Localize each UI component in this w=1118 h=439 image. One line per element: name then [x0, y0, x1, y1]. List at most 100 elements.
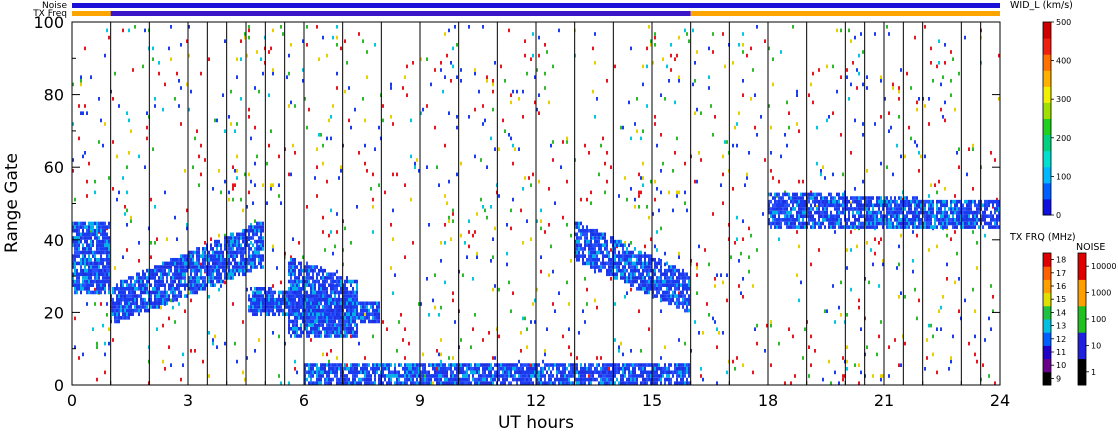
- band-cell: [312, 283, 314, 287]
- echo-cell: [102, 323, 104, 328]
- txfreq-segment: [110, 11, 691, 16]
- band-cell: [228, 236, 230, 240]
- band-cell: [800, 192, 802, 197]
- band-cell: [780, 196, 782, 200]
- band-cell: [250, 254, 252, 258]
- echo-cell: [862, 179, 864, 184]
- band-cell: [970, 199, 972, 204]
- band-cell: [594, 254, 596, 258]
- band-cell: [310, 366, 312, 371]
- echo-cell: [220, 284, 222, 288]
- band-cell: [124, 301, 126, 306]
- band-cell: [72, 225, 74, 229]
- band-cell: [332, 323, 334, 327]
- band-cell: [232, 250, 234, 255]
- band-cell: [636, 257, 638, 262]
- band-cell: [674, 301, 676, 306]
- band-cell: [332, 330, 334, 335]
- band-cell: [774, 221, 776, 226]
- band-cell: [254, 239, 256, 244]
- band-cell: [112, 312, 114, 317]
- band-cell: [300, 297, 302, 302]
- echo-cell: [202, 359, 204, 364]
- band-cell: [610, 272, 612, 277]
- band-cell: [616, 243, 618, 248]
- band-cell: [146, 308, 148, 313]
- band-cell: [244, 243, 246, 248]
- band-cell: [630, 265, 632, 269]
- band-cell: [322, 326, 324, 331]
- band-cell: [106, 225, 108, 229]
- band-cell: [184, 272, 186, 277]
- echo-cell: [714, 115, 716, 119]
- echo-cell: [722, 154, 724, 159]
- band-cell: [190, 283, 192, 287]
- band-cell: [92, 283, 94, 287]
- echo-cell: [214, 334, 216, 339]
- band-cell: [102, 261, 104, 266]
- echo-cell: [670, 53, 672, 58]
- echo-cell: [314, 176, 316, 180]
- band-cell: [278, 301, 280, 306]
- band-cell: [628, 276, 630, 280]
- band-cell: [142, 301, 144, 306]
- band-cell: [324, 305, 326, 309]
- band-cell: [74, 243, 76, 248]
- echo-cell: [638, 309, 640, 313]
- band-cell: [108, 279, 110, 284]
- band-cell: [310, 305, 312, 309]
- band-cell: [330, 301, 332, 306]
- band-cell: [136, 286, 138, 291]
- echo-cell: [242, 370, 244, 375]
- band-cell: [308, 272, 310, 277]
- band-cell: [292, 301, 294, 306]
- band-cell: [668, 265, 670, 269]
- band-cell: [182, 257, 184, 262]
- band-cell: [792, 218, 794, 222]
- band-cell: [188, 261, 190, 266]
- band-cell: [848, 207, 850, 211]
- band-cell: [666, 297, 668, 302]
- band-cell: [300, 286, 302, 291]
- band-cell: [626, 254, 628, 258]
- echo-cell: [272, 183, 274, 187]
- band-cell: [882, 199, 884, 204]
- band-cell: [370, 312, 372, 317]
- band-cell: [636, 276, 638, 280]
- band-cell: [644, 276, 646, 280]
- band-cell: [144, 283, 146, 287]
- band-cell: [338, 276, 340, 280]
- band-cell: [820, 203, 822, 208]
- band-cell: [942, 203, 944, 208]
- band-cell: [824, 225, 826, 229]
- band-cell: [594, 257, 596, 262]
- band-cell: [90, 279, 92, 284]
- echo-cell: [912, 269, 914, 274]
- band-cell: [84, 283, 86, 287]
- band-cell: [298, 301, 300, 306]
- band-cell: [140, 297, 142, 302]
- band-cell: [592, 243, 594, 248]
- echo-cell: [824, 176, 826, 180]
- band-cell: [812, 218, 814, 222]
- band-cell: [856, 199, 858, 204]
- echo-cell: [766, 323, 768, 328]
- band-cell: [290, 334, 292, 338]
- band-cell: [158, 279, 160, 284]
- echo-cell: [546, 327, 548, 331]
- echo-cell: [950, 93, 952, 97]
- band-cell: [786, 192, 788, 197]
- band-cell: [684, 301, 686, 306]
- band-cell: [348, 326, 350, 331]
- band-cell: [356, 279, 358, 284]
- echo-cell: [598, 172, 600, 177]
- band-cell: [648, 268, 650, 273]
- band-cell: [644, 279, 646, 284]
- echo-cell: [770, 363, 772, 367]
- echo-cell: [972, 230, 974, 234]
- band-cell: [868, 214, 870, 219]
- echo-cell: [158, 71, 160, 76]
- echo-cell: [784, 133, 786, 137]
- echo-cell: [544, 43, 546, 47]
- band-cell: [312, 279, 314, 284]
